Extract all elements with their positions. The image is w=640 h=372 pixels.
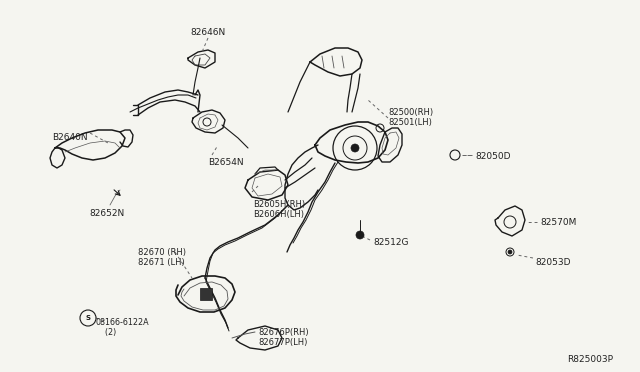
Text: 82652N: 82652N [90, 209, 125, 218]
Text: 82512G: 82512G [373, 238, 408, 247]
Circle shape [351, 144, 359, 152]
Text: B2605H(RH)
B2606H(LH): B2605H(RH) B2606H(LH) [253, 200, 305, 219]
Text: B2654N: B2654N [208, 158, 244, 167]
Text: 82053D: 82053D [535, 258, 570, 267]
Text: 82676P(RH)
82677P(LH): 82676P(RH) 82677P(LH) [258, 328, 308, 347]
Text: 82646N: 82646N [190, 28, 226, 37]
Text: B2640N: B2640N [52, 133, 88, 142]
Bar [200, 288, 212, 300]
Text: 82570M: 82570M [540, 218, 577, 227]
Text: 82670 (RH)
82671 (LH): 82670 (RH) 82671 (LH) [138, 248, 186, 267]
Text: 82050D: 82050D [475, 152, 511, 161]
Text: 82500(RH)
82501(LH): 82500(RH) 82501(LH) [388, 108, 433, 127]
Circle shape [356, 231, 364, 239]
Text: S: S [86, 315, 90, 321]
Text: R825003P: R825003P [567, 355, 613, 364]
Circle shape [508, 250, 512, 254]
Text: 08166-6122A
    (2): 08166-6122A (2) [95, 318, 148, 337]
